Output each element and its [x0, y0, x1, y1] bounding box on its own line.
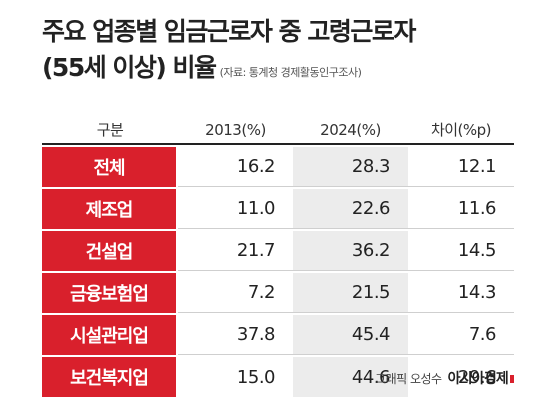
table-body: 전체 16.2 28.3 12.1 제조업 11.0 22.6 11.6 건설업 21.7 36.2…	[42, 147, 514, 397]
cell-2024: 45.4	[293, 315, 408, 355]
cell-2024: 28.3	[293, 147, 408, 187]
table-header: 구분 2013(%) 2024(%) 차이(%p)	[42, 116, 514, 145]
cell-diff: 14.5	[408, 231, 514, 271]
table-row: 전체 16.2 28.3 12.1	[42, 147, 514, 187]
header-category: 구분	[96, 121, 124, 139]
cell-diff: 7.6	[408, 315, 514, 355]
row-label: 금융보험업	[42, 273, 176, 313]
cell-2024: 36.2	[293, 231, 408, 271]
cell-2013: 15.0	[236, 366, 276, 388]
header-2013: 2013(%)	[205, 120, 266, 139]
brand-mark-icon	[510, 375, 514, 383]
header-2024: 2024(%)	[320, 120, 381, 139]
cell-2013: 16.2	[178, 147, 293, 187]
cell-diff: 11.6	[408, 189, 514, 229]
table-row: 제조업 11.0 22.6 11.6	[42, 189, 514, 229]
chart-title-line2: (55세 이상) 비율	[42, 53, 217, 82]
cell-diff: 12.1	[408, 147, 514, 187]
cell-2013: 7.2	[178, 273, 293, 313]
cell-2024: 21.5	[293, 273, 408, 313]
row-label: 보건복지업	[42, 357, 176, 397]
title-block: 주요 업종별 임금근로자 중 고령근로자 (55세 이상) 비율 (자료: 통계청…	[42, 16, 542, 89]
footer: 그래픽 오성수 아시아경제	[375, 368, 514, 388]
row-label: 시설관리업	[42, 315, 176, 355]
brand-logo: 아시아경제	[447, 371, 509, 387]
source-note: (자료: 통계청 경제활동인구조사)	[219, 66, 362, 79]
cell-2013: 21.7	[178, 231, 293, 271]
table-row: 보건복지업 15.0 44.6 29.6	[42, 357, 514, 397]
row-label: 제조업	[42, 189, 176, 229]
cell-2013: 11.0	[178, 189, 293, 229]
cell-diff: 14.3	[408, 273, 514, 313]
chart-subtitle: (55세 이상) 비율 (자료: 통계청 경제활동인구조사)	[42, 52, 542, 89]
cell-2024: 22.6	[293, 189, 408, 229]
table-row: 시설관리업 37.8 45.4 7.6	[42, 315, 514, 355]
graphic-credit: 그래픽 오성수	[375, 372, 442, 386]
cell-2024: 44.6	[293, 357, 408, 397]
data-table: 구분 2013(%) 2024(%) 차이(%p) 전체 16.2 28.3 12.1…	[42, 116, 514, 397]
row-label: 전체	[42, 147, 176, 187]
cell-diff: 29.6	[457, 366, 497, 388]
chart-title: 주요 업종별 임금근로자 중 고령근로자	[42, 17, 416, 46]
row-label: 건설업	[42, 231, 176, 271]
header-diff: 차이(%p)	[430, 121, 492, 139]
cell-2013: 37.8	[178, 315, 293, 355]
table-row: 금융보험업 7.2 21.5 14.3	[42, 273, 514, 313]
table-row: 건설업 21.7 36.2 14.5	[42, 231, 514, 271]
